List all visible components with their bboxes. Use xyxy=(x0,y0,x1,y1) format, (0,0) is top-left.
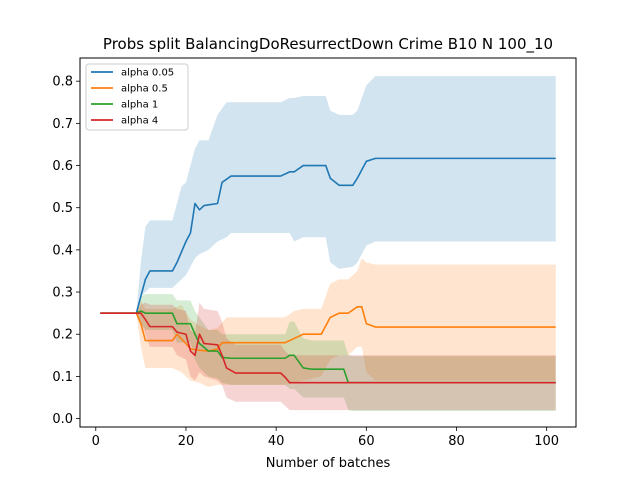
x-tick-label: 60 xyxy=(358,434,375,449)
legend-label: alpha 0.05 xyxy=(121,68,174,79)
legend-label: alpha 4 xyxy=(121,116,158,127)
y-tick-label: 0.2 xyxy=(52,328,73,343)
y-tick-label: 0.8 xyxy=(52,75,73,90)
band-alpha-0-05 xyxy=(100,76,556,314)
band-alpha-1 xyxy=(100,294,556,411)
y-tick-label: 0.5 xyxy=(52,201,73,216)
series-line-alpha-4 xyxy=(100,312,556,384)
x-axis-label: Number of batches xyxy=(266,456,391,471)
y-tick-label: 0.1 xyxy=(52,370,73,385)
legend-box xyxy=(85,63,189,131)
series-line-alpha-0-5 xyxy=(100,306,556,352)
y-tick-label: 0.0 xyxy=(52,412,73,427)
x-tick-label: 80 xyxy=(448,434,465,449)
chart-title: Probs split BalancingDoResurrectDown Cri… xyxy=(103,35,553,54)
y-tick-label: 0.6 xyxy=(52,159,73,174)
x-tick-label: 20 xyxy=(178,434,195,449)
x-tick-label: 40 xyxy=(268,434,285,449)
y-tick-label: 0.7 xyxy=(52,117,73,132)
y-axis-ticks: 0.0 0.1 0.2 0.3 0.4 0.5 0.6 0.7 0.8 xyxy=(52,75,80,427)
x-tick-label: 0 xyxy=(92,434,100,449)
series-line-alpha-1 xyxy=(100,310,556,384)
x-axis-ticks: 0 20 40 60 80 100 xyxy=(92,427,559,449)
y-tick-label: 0.3 xyxy=(52,286,73,301)
x-tick-label: 100 xyxy=(534,434,559,449)
legend-label: alpha 0.5 xyxy=(121,84,168,95)
legend-label: alpha 1 xyxy=(121,100,158,111)
plot-area-frame xyxy=(79,57,577,428)
series-lines xyxy=(100,157,556,384)
y-tick-label: 0.4 xyxy=(52,243,73,258)
legend: alpha 0.05 alpha 0.5 alpha 1 alpha 4 xyxy=(85,63,189,131)
series-line-alpha-0-05 xyxy=(100,157,556,314)
